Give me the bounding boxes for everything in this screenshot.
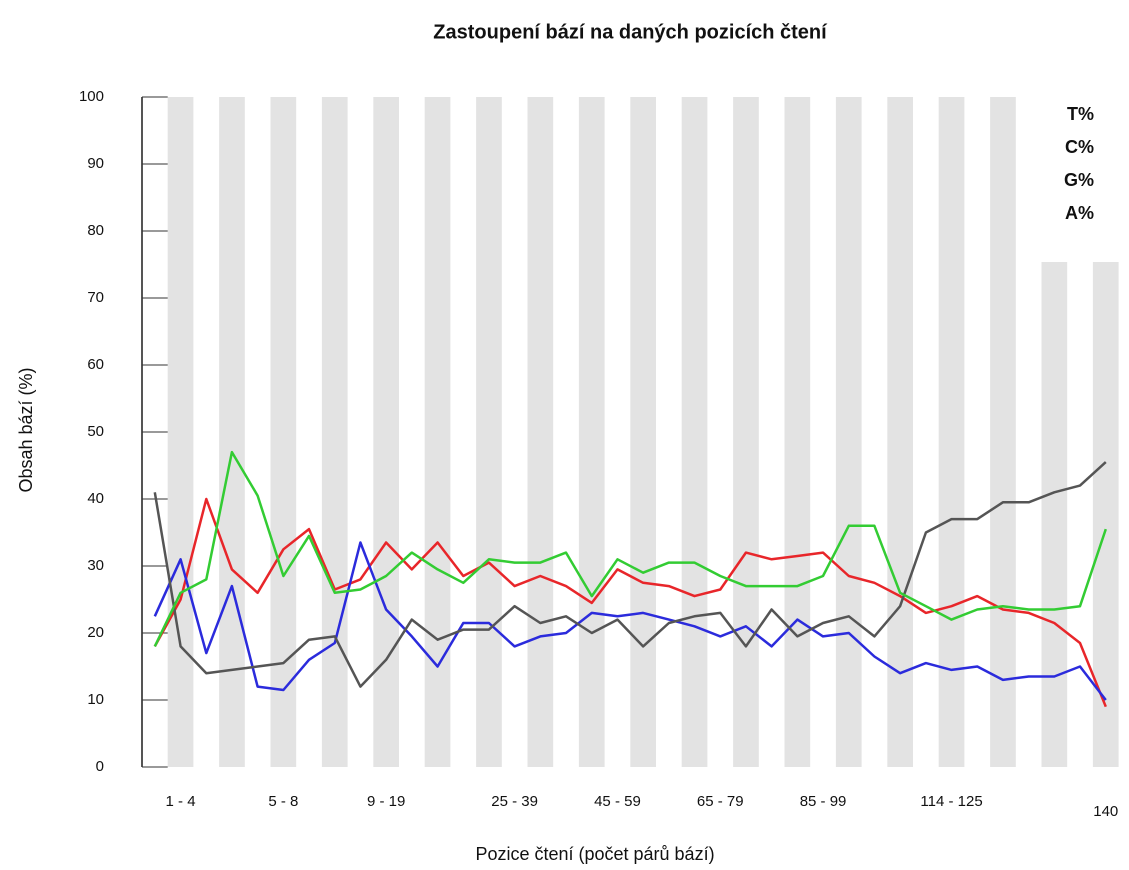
stripe [270,97,297,767]
stripe [1041,262,1068,767]
y-tick-label: 60 [87,356,104,373]
stripe [938,97,965,767]
x-axis-label: Pozice čtení (počet párů bází) [475,844,714,864]
legend-entry: G% [1064,170,1094,190]
y-tick-label: 90 [87,155,104,172]
y-tick-label: 70 [87,289,104,306]
x-tick-label: 5 - 8 [268,793,298,810]
legend-entry: T% [1067,104,1094,124]
stripe [373,97,399,767]
x-tick-label: 85 - 99 [800,793,847,810]
stripe [476,97,502,767]
y-tick-label: 100 [79,88,104,105]
series-line [153,541,1107,701]
chart-title: Zastoupení bází na daných pozicích čtení [433,21,828,43]
stripe [527,97,554,767]
x-tick-label: 9 - 19 [367,793,405,810]
stripe [887,97,913,767]
y-tick-label: 20 [87,624,104,641]
legend-entry: C% [1065,137,1094,157]
stripe [321,97,348,767]
y-tick-label: 0 [96,758,104,775]
y-tick-label: 30 [87,557,104,574]
x-tick-label: 1 - 4 [166,793,196,810]
stripe [219,97,245,767]
series-line [153,497,1107,708]
stripe [681,97,708,767]
stripe [733,97,759,767]
legend-entry: A% [1065,203,1094,223]
stripe [578,97,605,767]
y-tick-label: 80 [87,222,104,239]
y-tick-label: 10 [87,691,104,708]
x-tick-label: 65 - 79 [697,793,744,810]
stripe [1092,262,1119,767]
stripe [167,97,194,767]
series-line [153,461,1107,688]
stripe [630,97,656,767]
series-line [153,450,1107,647]
y-axis-label: Obsah bází (%) [16,367,36,492]
stripe [990,97,1016,767]
y-tick-label: 40 [87,490,104,507]
x-tick-label: 114 - 125 [920,793,982,810]
stripe [835,97,862,767]
y-tick-label: 50 [87,423,104,440]
stripe [784,97,811,767]
x-tick-label: 25 - 39 [491,793,538,810]
x-tick-label: 140 [1093,803,1118,820]
x-tick-label: 45 - 59 [594,793,641,810]
